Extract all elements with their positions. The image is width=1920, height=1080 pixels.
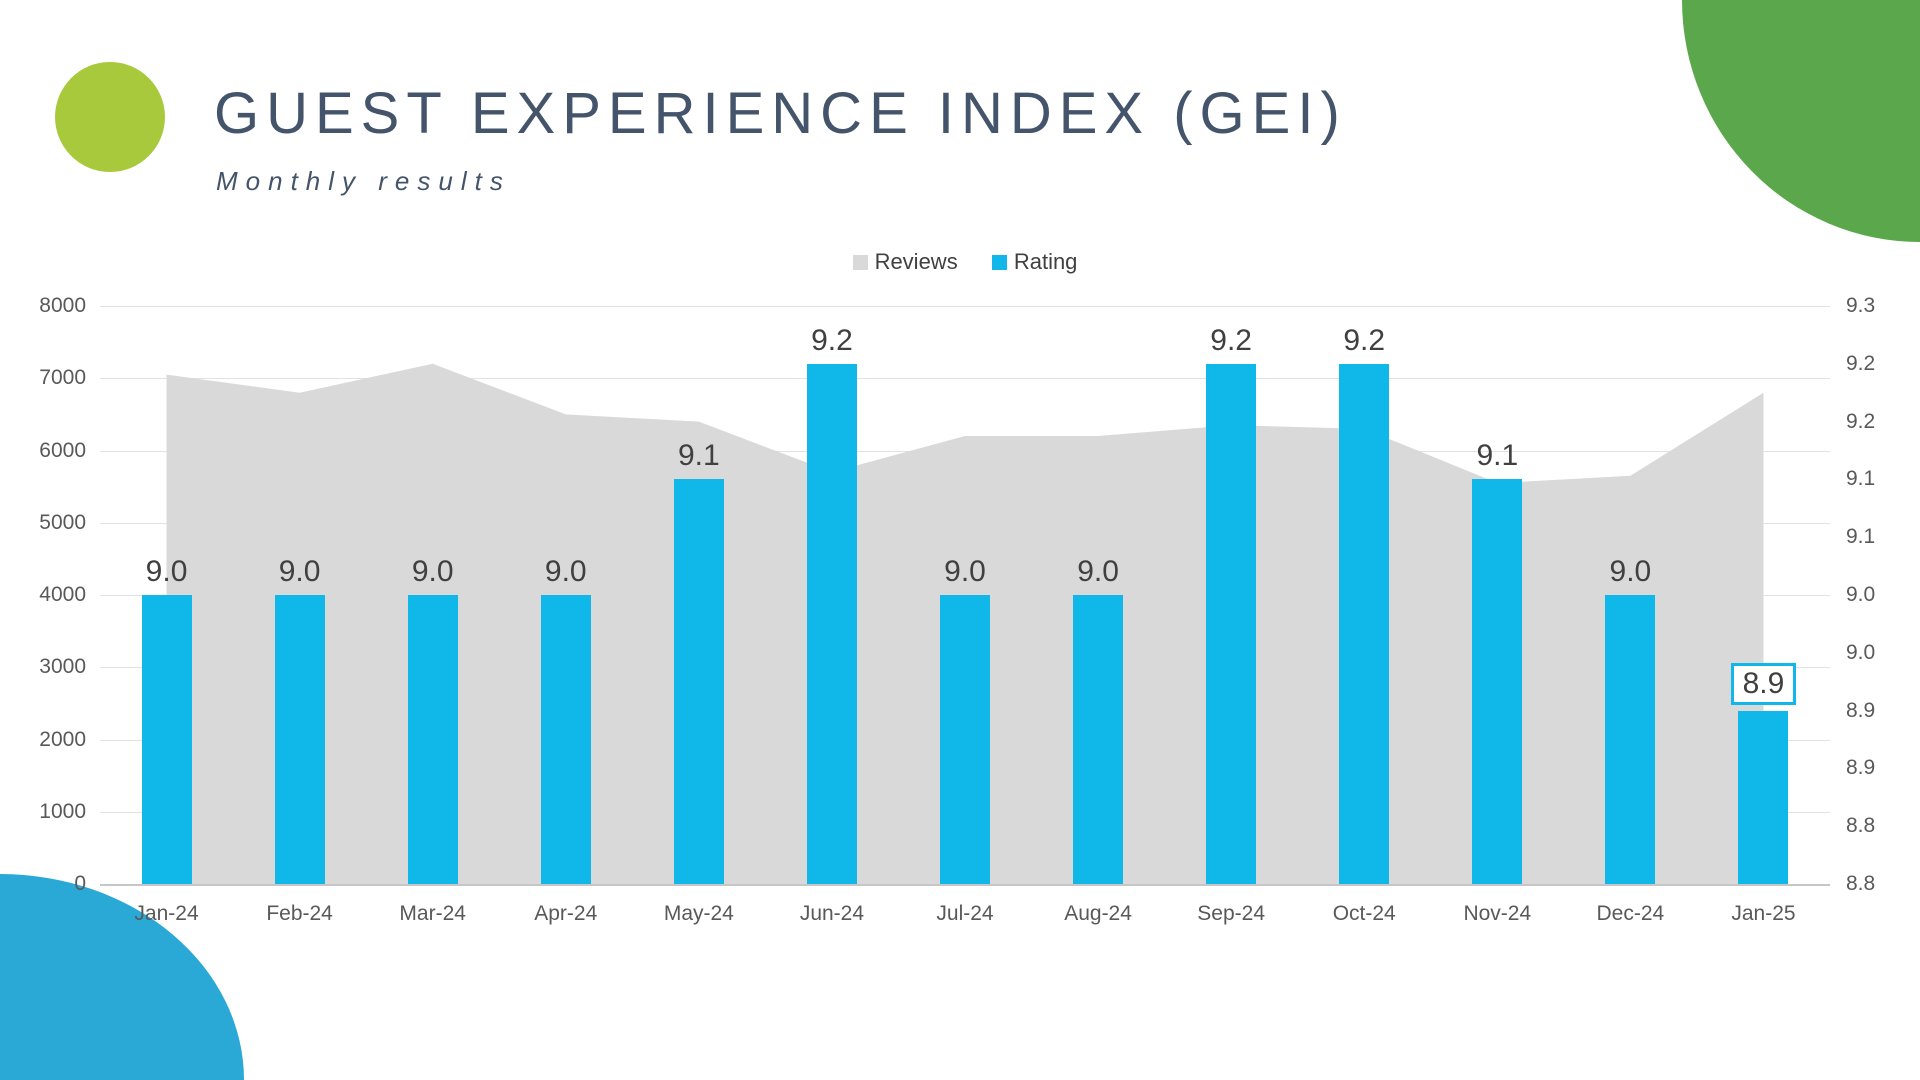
rating-data-label-text: 9.2 [811,323,853,357]
rating-data-label: 9.0 [87,554,247,590]
rating-data-label-text: 9.0 [1077,555,1119,588]
x-axis-category-label: Apr-24 [534,902,598,925]
rating-bar [1073,595,1124,884]
right-axis-tick-label: 9.2 [1846,409,1876,433]
rating-data-label: 9.0 [220,554,380,590]
rating-bar [274,595,325,884]
rating-bar [1738,710,1789,884]
rating-data-label-text: 9.0 [1609,555,1652,588]
x-axis-category-label: Jan-25 [1731,902,1796,925]
left-axis-tick-label: 0 [74,872,86,895]
rating-data-label-text: 8.9 [1730,662,1797,705]
rating-data-label-text: 9.0 [278,555,321,588]
rating-bar [141,595,192,884]
left-axis-tick-label: 3000 [39,655,86,679]
left-axis-tick-label: 6000 [39,438,86,462]
x-axis-category-label: Aug-24 [1064,902,1132,925]
right-axis-tick-label: 9.1 [1846,525,1876,549]
rating-bar [940,595,990,884]
rating-data-label-text: 9.0 [411,555,454,588]
left-axis-tick-label: 7000 [39,366,86,390]
x-axis-category-label: May-24 [663,902,734,925]
rating-data-label-highlighted: 8.9 [1683,662,1843,705]
x-axis-category-label: Oct-24 [1332,902,1396,925]
legend-item-rating: Rating [991,249,1078,275]
rating-bar [1206,363,1257,884]
rating-bar [1339,363,1390,884]
left-axis-tick-label: 4000 [39,583,86,606]
rating-bar [407,595,458,884]
legend-label-reviews: Reviews [874,249,958,274]
rating-data-label: 9.1 [1417,438,1577,474]
rating-data-label: 9.0 [353,554,513,590]
rating-bar [1605,595,1656,884]
x-axis-category-label: Dec-24 [1596,902,1665,925]
rating-data-label: 9.2 [752,323,912,359]
chart-legend: Reviews Rating [100,249,1830,276]
left-axis-tick-label: 1000 [39,799,86,823]
rating-data-label-text: 9.2 [1210,323,1252,357]
rating-bar [540,595,591,884]
rating-data-label-text: 9.1 [1476,439,1519,473]
rating-data-label: 9.0 [486,554,646,590]
rating-data-label: 9.2 [1151,323,1311,359]
right-axis-tick-label: 8.8 [1846,814,1876,838]
left-axis-tick-label: 5000 [39,510,86,534]
x-axis-category-label: Jun-24 [799,902,865,925]
right-axis-tick-label: 9.0 [1846,583,1876,606]
legend-label-rating: Rating [1013,249,1078,274]
x-axis-category-label: Mar-24 [399,902,466,925]
x-axis-category-label: Nov-24 [1463,902,1532,925]
x-axis-category-label: Jan-24 [134,902,199,925]
x-axis-line [100,884,1830,886]
right-axis-tick-label: 8.9 [1846,756,1876,780]
x-axis-category-label: Sep-24 [1197,902,1265,925]
rating-bar [1472,479,1523,884]
legend-item-reviews: Reviews [852,249,958,275]
right-axis-tick-label: 8.9 [1846,698,1876,722]
decorative-corner-shape-top-right [1682,0,1920,242]
rating-data-label: 9.2 [1284,323,1444,359]
rating-data-label-text: 9.0 [145,555,188,588]
right-axis-tick-label: 9.1 [1846,467,1876,491]
gridline [100,378,1830,380]
right-axis-tick-label: 9.3 [1846,294,1876,317]
rating-data-label: 9.0 [885,554,1045,590]
rating-bar [806,363,857,884]
legend-swatch-reviews [852,254,868,270]
x-axis-category-label: Feb-24 [266,902,333,925]
left-axis-tick-label: 2000 [39,727,86,751]
rating-data-label: 9.1 [619,438,779,474]
logo-circle [55,62,165,172]
left-axis-tick-label: 8000 [39,294,86,317]
gridline [100,306,1830,307]
rating-data-label-text: 9.0 [944,555,986,588]
rating-data-label-text: 9.2 [1343,323,1386,357]
rating-data-label-text: 9.0 [544,555,587,588]
page-title: GUEST EXPERIENCE INDEX (GEI) [214,81,1347,146]
x-axis-category-label: Jul-24 [936,902,994,925]
right-axis-tick-label: 9.0 [1846,640,1876,664]
page-subtitle: Monthly results [216,166,511,196]
rating-data-label: 9.0 [1018,554,1178,590]
rating-bar [673,479,724,884]
rating-data-label-text: 9.1 [677,439,720,473]
rating-data-label: 9.0 [1550,554,1710,590]
right-axis-tick-label: 9.2 [1846,351,1876,375]
right-axis-tick-label: 8.8 [1846,872,1876,895]
legend-swatch-rating [991,254,1007,270]
